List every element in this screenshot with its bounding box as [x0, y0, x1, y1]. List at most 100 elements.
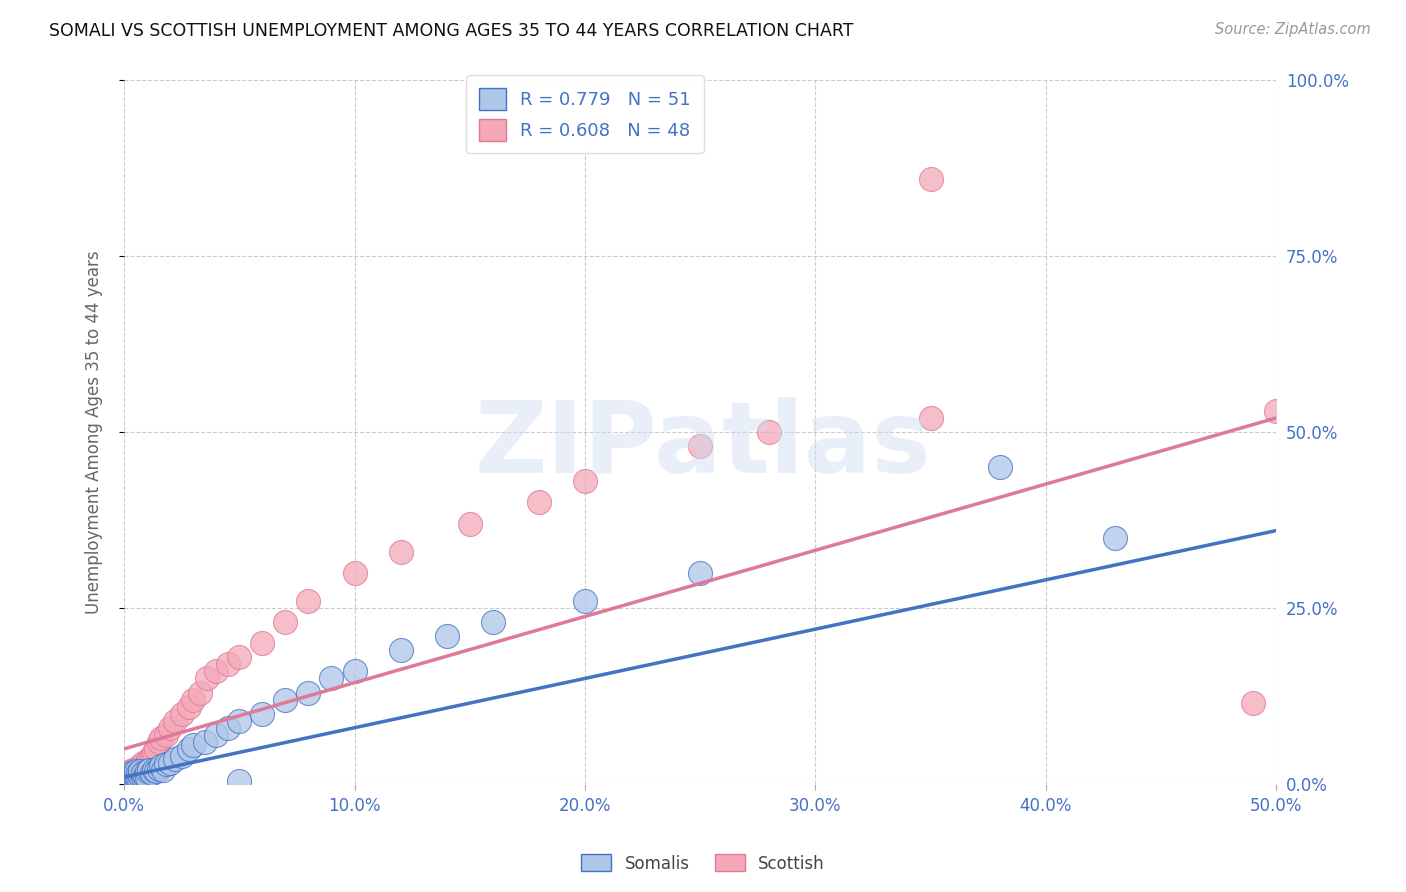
Point — [120, 769, 142, 783]
Point — [148, 762, 170, 776]
Point — [188, 685, 211, 699]
Point — [136, 756, 159, 770]
Point — [1265, 404, 1288, 418]
Point — [134, 769, 156, 783]
Point — [217, 657, 239, 672]
Point — [138, 752, 160, 766]
Point — [1241, 696, 1264, 710]
Point — [127, 766, 149, 780]
Point — [136, 764, 159, 779]
Point — [129, 764, 152, 779]
Point — [131, 770, 153, 784]
Point — [120, 772, 142, 786]
Point — [131, 763, 153, 777]
Point — [274, 615, 297, 629]
Point — [145, 742, 167, 756]
Point — [389, 643, 412, 657]
Point — [228, 714, 250, 728]
Point — [120, 766, 142, 780]
Point — [129, 766, 152, 780]
Point — [177, 742, 200, 756]
Point — [120, 770, 142, 784]
Point — [297, 685, 319, 699]
Legend: Somalis, Scottish: Somalis, Scottish — [575, 847, 831, 880]
Point — [159, 721, 181, 735]
Point — [159, 756, 181, 770]
Point — [143, 763, 166, 777]
Point — [145, 764, 167, 779]
Point — [574, 475, 596, 489]
Point — [689, 439, 711, 453]
Point — [458, 516, 481, 531]
Point — [115, 773, 138, 788]
Point — [252, 636, 274, 650]
Point — [170, 748, 193, 763]
Point — [124, 769, 146, 783]
Point — [124, 764, 146, 779]
Point — [181, 692, 204, 706]
Point — [195, 672, 218, 686]
Point — [163, 752, 186, 766]
Point — [134, 759, 156, 773]
Point — [155, 728, 177, 742]
Legend: R = 0.779   N = 51, R = 0.608   N = 48: R = 0.779 N = 51, R = 0.608 N = 48 — [467, 75, 703, 153]
Text: ZIPatlas: ZIPatlas — [475, 398, 931, 494]
Point — [527, 495, 550, 509]
Point — [127, 770, 149, 784]
Point — [141, 748, 163, 763]
Point — [150, 759, 173, 773]
Point — [988, 460, 1011, 475]
Point — [124, 762, 146, 776]
Point — [194, 735, 217, 749]
Point — [122, 763, 145, 777]
Point — [150, 731, 173, 746]
Y-axis label: Unemployment Among Ages 35 to 44 years: Unemployment Among Ages 35 to 44 years — [86, 251, 103, 614]
Point — [274, 692, 297, 706]
Point — [163, 714, 186, 728]
Point — [228, 650, 250, 665]
Text: Source: ZipAtlas.com: Source: ZipAtlas.com — [1215, 22, 1371, 37]
Point — [436, 629, 458, 643]
Point — [129, 759, 152, 773]
Point — [205, 665, 228, 679]
Point — [321, 672, 343, 686]
Point — [141, 766, 163, 780]
Point — [129, 769, 152, 783]
Point — [181, 739, 204, 753]
Point — [143, 745, 166, 759]
Point — [131, 756, 153, 770]
Point — [758, 425, 780, 439]
Point — [136, 770, 159, 784]
Point — [252, 706, 274, 721]
Point — [205, 728, 228, 742]
Point — [115, 773, 138, 788]
Point — [122, 770, 145, 784]
Point — [155, 757, 177, 772]
Point — [124, 766, 146, 780]
Point — [131, 766, 153, 780]
Point — [115, 770, 138, 784]
Point — [228, 773, 250, 788]
Point — [170, 706, 193, 721]
Point — [115, 772, 138, 786]
Point — [297, 594, 319, 608]
Point — [689, 566, 711, 580]
Point — [118, 770, 141, 784]
Point — [124, 772, 146, 786]
Point — [138, 763, 160, 777]
Point — [343, 665, 366, 679]
Point — [920, 171, 942, 186]
Point — [389, 545, 412, 559]
Point — [118, 772, 141, 786]
Point — [122, 769, 145, 783]
Point — [118, 766, 141, 780]
Point — [118, 772, 141, 787]
Point — [120, 764, 142, 779]
Point — [217, 721, 239, 735]
Point — [122, 767, 145, 781]
Point — [152, 763, 174, 777]
Point — [1104, 531, 1126, 545]
Point — [481, 615, 503, 629]
Point — [920, 411, 942, 425]
Text: SOMALI VS SCOTTISH UNEMPLOYMENT AMONG AGES 35 TO 44 YEARS CORRELATION CHART: SOMALI VS SCOTTISH UNEMPLOYMENT AMONG AG… — [49, 22, 853, 40]
